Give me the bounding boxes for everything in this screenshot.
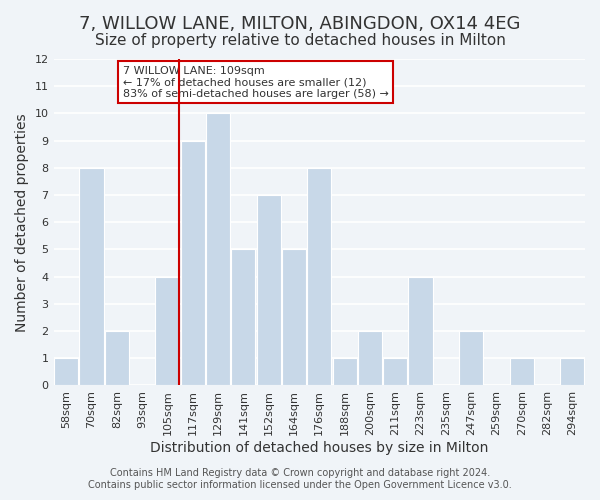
Bar xyxy=(206,114,230,386)
Bar xyxy=(181,140,205,386)
Bar xyxy=(257,195,281,386)
Bar xyxy=(232,250,256,386)
Bar xyxy=(332,358,356,386)
Bar xyxy=(54,358,78,386)
Text: Contains HM Land Registry data © Crown copyright and database right 2024.
Contai: Contains HM Land Registry data © Crown c… xyxy=(88,468,512,490)
Y-axis label: Number of detached properties: Number of detached properties xyxy=(15,113,29,332)
Bar xyxy=(155,276,179,386)
Text: 7 WILLOW LANE: 109sqm
← 17% of detached houses are smaller (12)
83% of semi-deta: 7 WILLOW LANE: 109sqm ← 17% of detached … xyxy=(122,66,389,98)
Bar xyxy=(383,358,407,386)
Text: 7, WILLOW LANE, MILTON, ABINGDON, OX14 4EG: 7, WILLOW LANE, MILTON, ABINGDON, OX14 4… xyxy=(79,15,521,33)
Bar xyxy=(307,168,331,386)
Text: Size of property relative to detached houses in Milton: Size of property relative to detached ho… xyxy=(95,32,505,48)
Bar xyxy=(510,358,534,386)
X-axis label: Distribution of detached houses by size in Milton: Distribution of detached houses by size … xyxy=(150,441,488,455)
Bar xyxy=(409,276,433,386)
Bar xyxy=(79,168,104,386)
Bar xyxy=(459,331,483,386)
Bar xyxy=(105,331,129,386)
Bar xyxy=(358,331,382,386)
Bar xyxy=(560,358,584,386)
Bar xyxy=(282,250,306,386)
